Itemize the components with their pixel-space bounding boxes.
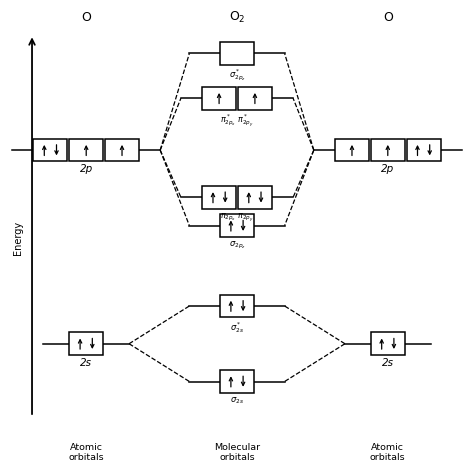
Text: Molecular
orbitals: Molecular orbitals: [214, 443, 260, 462]
Bar: [69, 332, 103, 355]
Text: O$_2$: O$_2$: [229, 10, 245, 26]
Text: O: O: [81, 11, 91, 24]
Bar: [238, 186, 272, 209]
Text: Energy: Energy: [13, 220, 23, 255]
Text: 2p: 2p: [381, 164, 394, 174]
Text: Atomic
orbitals: Atomic orbitals: [68, 443, 104, 462]
Text: $\pi^*_{2p_x}\ \pi^*_{2p_y}$: $\pi^*_{2p_x}\ \pi^*_{2p_y}$: [220, 113, 254, 129]
Text: 2p: 2p: [80, 164, 93, 174]
Bar: [202, 87, 236, 110]
Bar: [220, 370, 254, 393]
Bar: [220, 42, 254, 65]
Bar: [202, 186, 236, 209]
Bar: [220, 294, 254, 317]
Bar: [371, 139, 405, 162]
Bar: [407, 139, 440, 162]
Text: $\sigma_{2s}$: $\sigma_{2s}$: [230, 396, 244, 406]
Bar: [105, 139, 139, 162]
Text: $\pi_{2p_x}\ \pi_{2p_y}$: $\pi_{2p_x}\ \pi_{2p_y}$: [220, 211, 254, 224]
Text: $\sigma^*_{2s}$: $\sigma^*_{2s}$: [230, 320, 244, 335]
Text: $\sigma^*_{2p_z}$: $\sigma^*_{2p_z}$: [228, 67, 246, 83]
Bar: [238, 87, 272, 110]
Text: O: O: [383, 11, 393, 24]
Bar: [371, 332, 405, 355]
Bar: [34, 139, 67, 162]
Text: $\sigma_{2p_z}$: $\sigma_{2p_z}$: [228, 240, 246, 251]
Bar: [335, 139, 369, 162]
Text: Atomic
orbitals: Atomic orbitals: [370, 443, 406, 462]
Text: 2s: 2s: [80, 358, 92, 368]
Text: 2s: 2s: [382, 358, 394, 368]
Bar: [69, 139, 103, 162]
Bar: [220, 214, 254, 237]
